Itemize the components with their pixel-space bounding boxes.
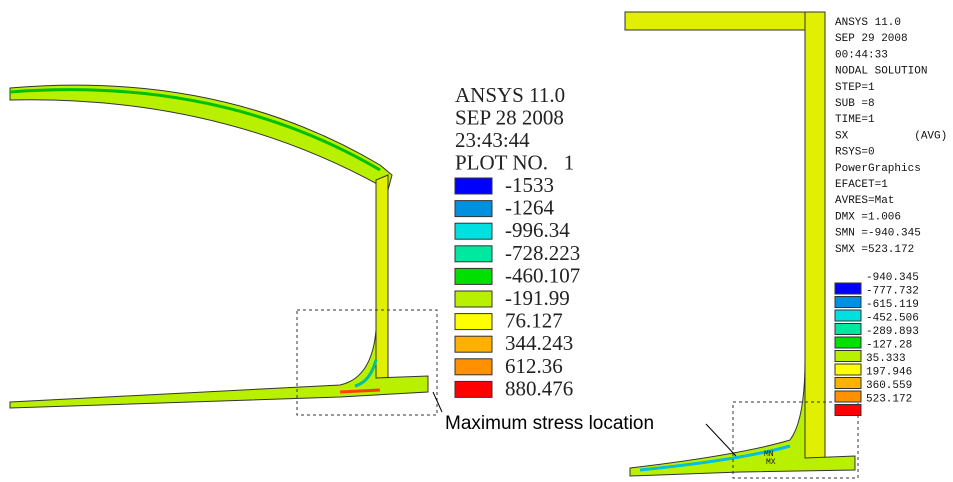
info-line: SMX =523.172 (835, 244, 914, 256)
legend-swatch (455, 223, 492, 239)
legend-swatch (455, 246, 492, 262)
info-line: SMN =-940.345 (835, 228, 921, 240)
detail-box (297, 310, 437, 415)
legend-swatch (455, 336, 492, 352)
legend-swatch (455, 291, 492, 307)
legend-label: -777.732 (866, 286, 919, 298)
legend-label: -452.506 (866, 313, 919, 325)
info-line: NODAL SOLUTION (835, 66, 927, 78)
info-line: TIME=1 (835, 114, 875, 126)
legend-swatch (835, 351, 861, 362)
figure: Maximum stress location MN MX ANSYS 11.0… (0, 0, 953, 482)
annotation: Maximum stress location (445, 413, 654, 434)
marker: MX (766, 458, 776, 467)
legend-swatch (455, 178, 492, 194)
legend-label: 76.127 (505, 309, 563, 333)
legend-swatch (455, 359, 492, 375)
legend-label: -1533 (505, 173, 554, 197)
legend-swatch (835, 297, 861, 308)
legend-swatch (455, 201, 492, 217)
info-line: 00:44:33 (835, 49, 888, 61)
info-line: PLOT NO. 1 (455, 151, 574, 175)
info-line: STEP=1 (835, 82, 875, 94)
legend-swatch (835, 324, 861, 335)
info-line: SUB =8 (835, 98, 875, 110)
legend-label: -289.893 (866, 326, 919, 338)
info-line: PowerGraphics (835, 163, 921, 175)
arrow (706, 424, 736, 456)
legend-label: 35.333 (866, 353, 906, 365)
legend-swatch (835, 405, 861, 416)
top-beam (625, 12, 815, 30)
legend-label: -940.345 (866, 272, 919, 284)
info-line: DMX =1.006 (835, 211, 901, 223)
legend-label: -191.99 (505, 286, 570, 310)
legend-label: -728.223 (505, 241, 580, 265)
legend-swatch (455, 268, 492, 284)
legend-swatch (835, 337, 861, 348)
legend-label: 360.559 (866, 380, 912, 392)
legend-label: -460.107 (505, 263, 580, 287)
info-line: RSYS=0 (835, 147, 875, 159)
legend-swatch (835, 391, 861, 402)
legend-label: 880.476 (505, 376, 573, 400)
legend-label: 523.172 (866, 394, 912, 406)
info-line: AVRES=Mat (835, 195, 894, 207)
info-line: 23:43:44 (455, 128, 530, 152)
plate (10, 330, 428, 408)
legend-label: 197.946 (866, 367, 912, 379)
column (805, 12, 825, 467)
info-line: SEP 29 2008 (835, 33, 908, 45)
legend-label: -127.28 (866, 340, 912, 352)
info-line: EFACET=1 (835, 179, 888, 191)
legend-swatch (455, 381, 492, 397)
legend-swatch (835, 283, 861, 294)
legend-label: 344.243 (505, 331, 573, 355)
info-line: SEP 28 2008 (455, 106, 564, 130)
legend-label: -615.119 (866, 299, 919, 311)
legend-label: -1264 (505, 196, 554, 220)
info-line: ANSYS 11.0 (835, 17, 901, 29)
column (376, 175, 388, 378)
legend-label: 612.36 (505, 354, 563, 378)
legend-swatch (835, 378, 861, 389)
legend-swatch (835, 310, 861, 321)
info-line: ANSYS 11.0 (455, 83, 565, 107)
info-line: SX (AVG) (835, 130, 947, 142)
hot-spot (340, 390, 380, 392)
legend-swatch (835, 364, 861, 375)
legend-label: -996.34 (505, 218, 570, 242)
legend-swatch (455, 314, 492, 330)
